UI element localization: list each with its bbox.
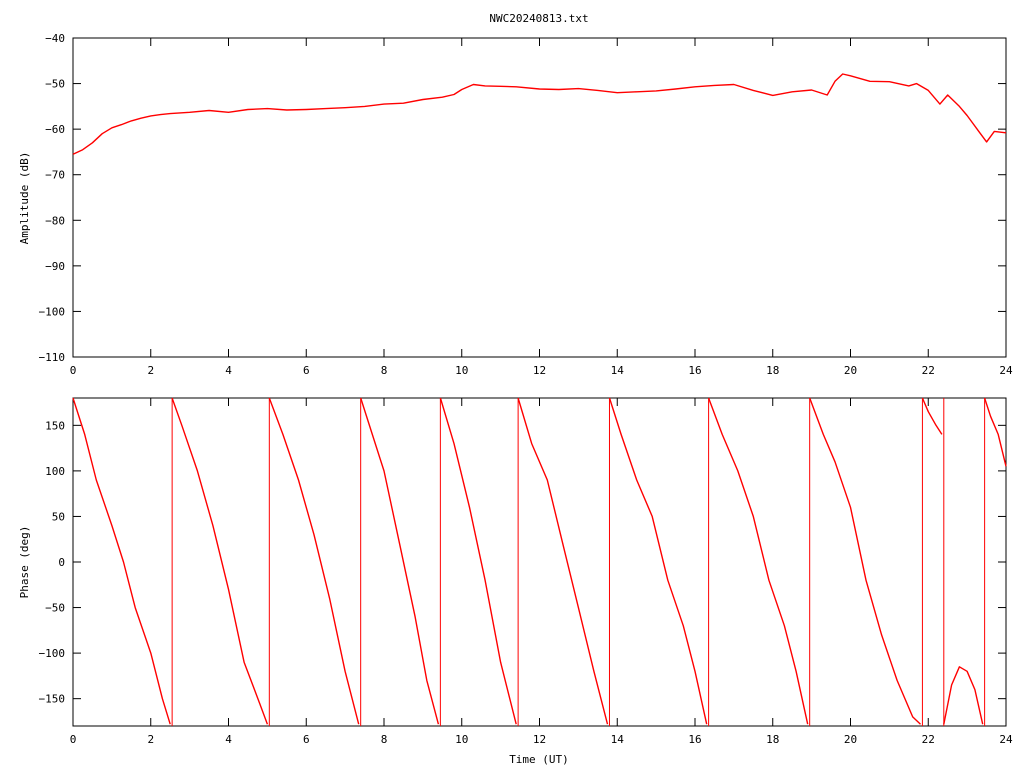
phase-series bbox=[72, 397, 1007, 726]
phase-x-tick-label: 16 bbox=[688, 733, 701, 746]
amplitude-x-tick-label: 0 bbox=[70, 364, 77, 377]
phase-line-segment bbox=[360, 397, 440, 725]
phase-x-tick-label: 18 bbox=[766, 733, 779, 746]
chart-title: NWC20240813.txt bbox=[489, 12, 588, 25]
phase-x-tick-label: 12 bbox=[533, 733, 546, 746]
phase-x-axis: 0 2 4 6 8 10 12 14 16 18 20 22 24 bbox=[70, 398, 1013, 746]
phase-line-segment bbox=[809, 397, 921, 725]
phase-line-segment bbox=[171, 397, 269, 725]
phase-x-tick-label: 2 bbox=[147, 733, 154, 746]
phase-x-tick-label: 10 bbox=[455, 733, 468, 746]
phase-line-segment bbox=[268, 397, 360, 725]
amplitude-x-tick-label: 10 bbox=[455, 364, 468, 377]
phase-line-segment bbox=[983, 397, 1007, 467]
phase-y-tick-label: 150 bbox=[45, 419, 65, 432]
amplitude-x-tick-label: 22 bbox=[922, 364, 935, 377]
amplitude-x-axis: 0 2 4 6 8 10 12 14 16 18 20 22 24 bbox=[70, 38, 1013, 377]
amplitude-y-tick-label: −100 bbox=[39, 305, 66, 318]
amplitude-x-tick-label: 2 bbox=[147, 364, 154, 377]
amplitude-series bbox=[72, 73, 1007, 155]
phase-x-tick-label: 22 bbox=[922, 733, 935, 746]
amplitude-x-tick-label: 6 bbox=[303, 364, 310, 377]
phase-y-tick-label: −150 bbox=[39, 693, 66, 706]
phase-line-segment bbox=[608, 397, 708, 725]
amplitude-x-tick-label: 12 bbox=[533, 364, 546, 377]
phase-y-tick-label: 50 bbox=[52, 510, 65, 523]
phase-line-segment bbox=[943, 666, 984, 725]
phase-x-axis-label: Time (UT) bbox=[509, 753, 569, 766]
phase-y-tick-label: −100 bbox=[39, 647, 66, 660]
phase-line-segment bbox=[707, 397, 809, 725]
amplitude-x-tick-label: 4 bbox=[225, 364, 232, 377]
amplitude-y-tick-label: −70 bbox=[45, 169, 65, 182]
amplitude-y-tick-label: −50 bbox=[45, 78, 65, 91]
phase-x-tick-label: 8 bbox=[381, 733, 388, 746]
amplitude-y-tick-label: −40 bbox=[45, 32, 65, 45]
amplitude-x-tick-label: 14 bbox=[611, 364, 625, 377]
amplitude-y-tick-label: −110 bbox=[39, 351, 66, 364]
phase-line-segment bbox=[517, 397, 609, 725]
phase-line-segment bbox=[921, 397, 943, 435]
phase-line-segment bbox=[439, 397, 517, 725]
amplitude-x-tick-label: 18 bbox=[766, 364, 779, 377]
amplitude-plot-frame bbox=[72, 37, 1007, 358]
amplitude-y-tick-label: −90 bbox=[45, 260, 65, 273]
phase-x-tick-label: 0 bbox=[70, 733, 77, 746]
amplitude-y-tick-label: −60 bbox=[45, 123, 65, 136]
amplitude-x-tick-label: 16 bbox=[688, 364, 701, 377]
amplitude-y-axis: −40 −50 −60 −70 −80 −90 −100 −110 bbox=[39, 32, 1006, 364]
amplitude-line-segment bbox=[72, 73, 1007, 155]
phase-line-segment bbox=[72, 397, 171, 725]
amplitude-x-tick-label: 24 bbox=[999, 364, 1013, 377]
phase-x-tick-label: 20 bbox=[844, 733, 857, 746]
amplitude-y-tick-label: −80 bbox=[45, 214, 65, 227]
phase-y-tick-label: 0 bbox=[58, 556, 65, 569]
amplitude-panel: −40−50−60−70−80−90−100−110 0 2 4 6 8 10 12 14 16… bbox=[18, 32, 1013, 377]
phase-x-tick-label: 6 bbox=[303, 733, 310, 746]
phase-y-axis: 150 100 50 0 −50 −100 −150 bbox=[39, 419, 1006, 706]
phase-plot-frame bbox=[72, 397, 1007, 727]
amplitude-x-tick-label: 8 bbox=[381, 364, 388, 377]
amplitude-y-axis-label: Amplitude (dB) bbox=[18, 152, 31, 245]
phase-y-tick-label: −50 bbox=[45, 602, 65, 615]
phase-y-axis-label: Phase (deg) bbox=[18, 526, 31, 599]
phase-x-tick-label: 24 bbox=[999, 733, 1013, 746]
phase-y-tick-label: 100 bbox=[45, 465, 65, 478]
phase-x-tick-label: 4 bbox=[225, 733, 232, 746]
amplitude-x-tick-label: 20 bbox=[844, 364, 857, 377]
phase-x-tick-label: 14 bbox=[611, 733, 625, 746]
